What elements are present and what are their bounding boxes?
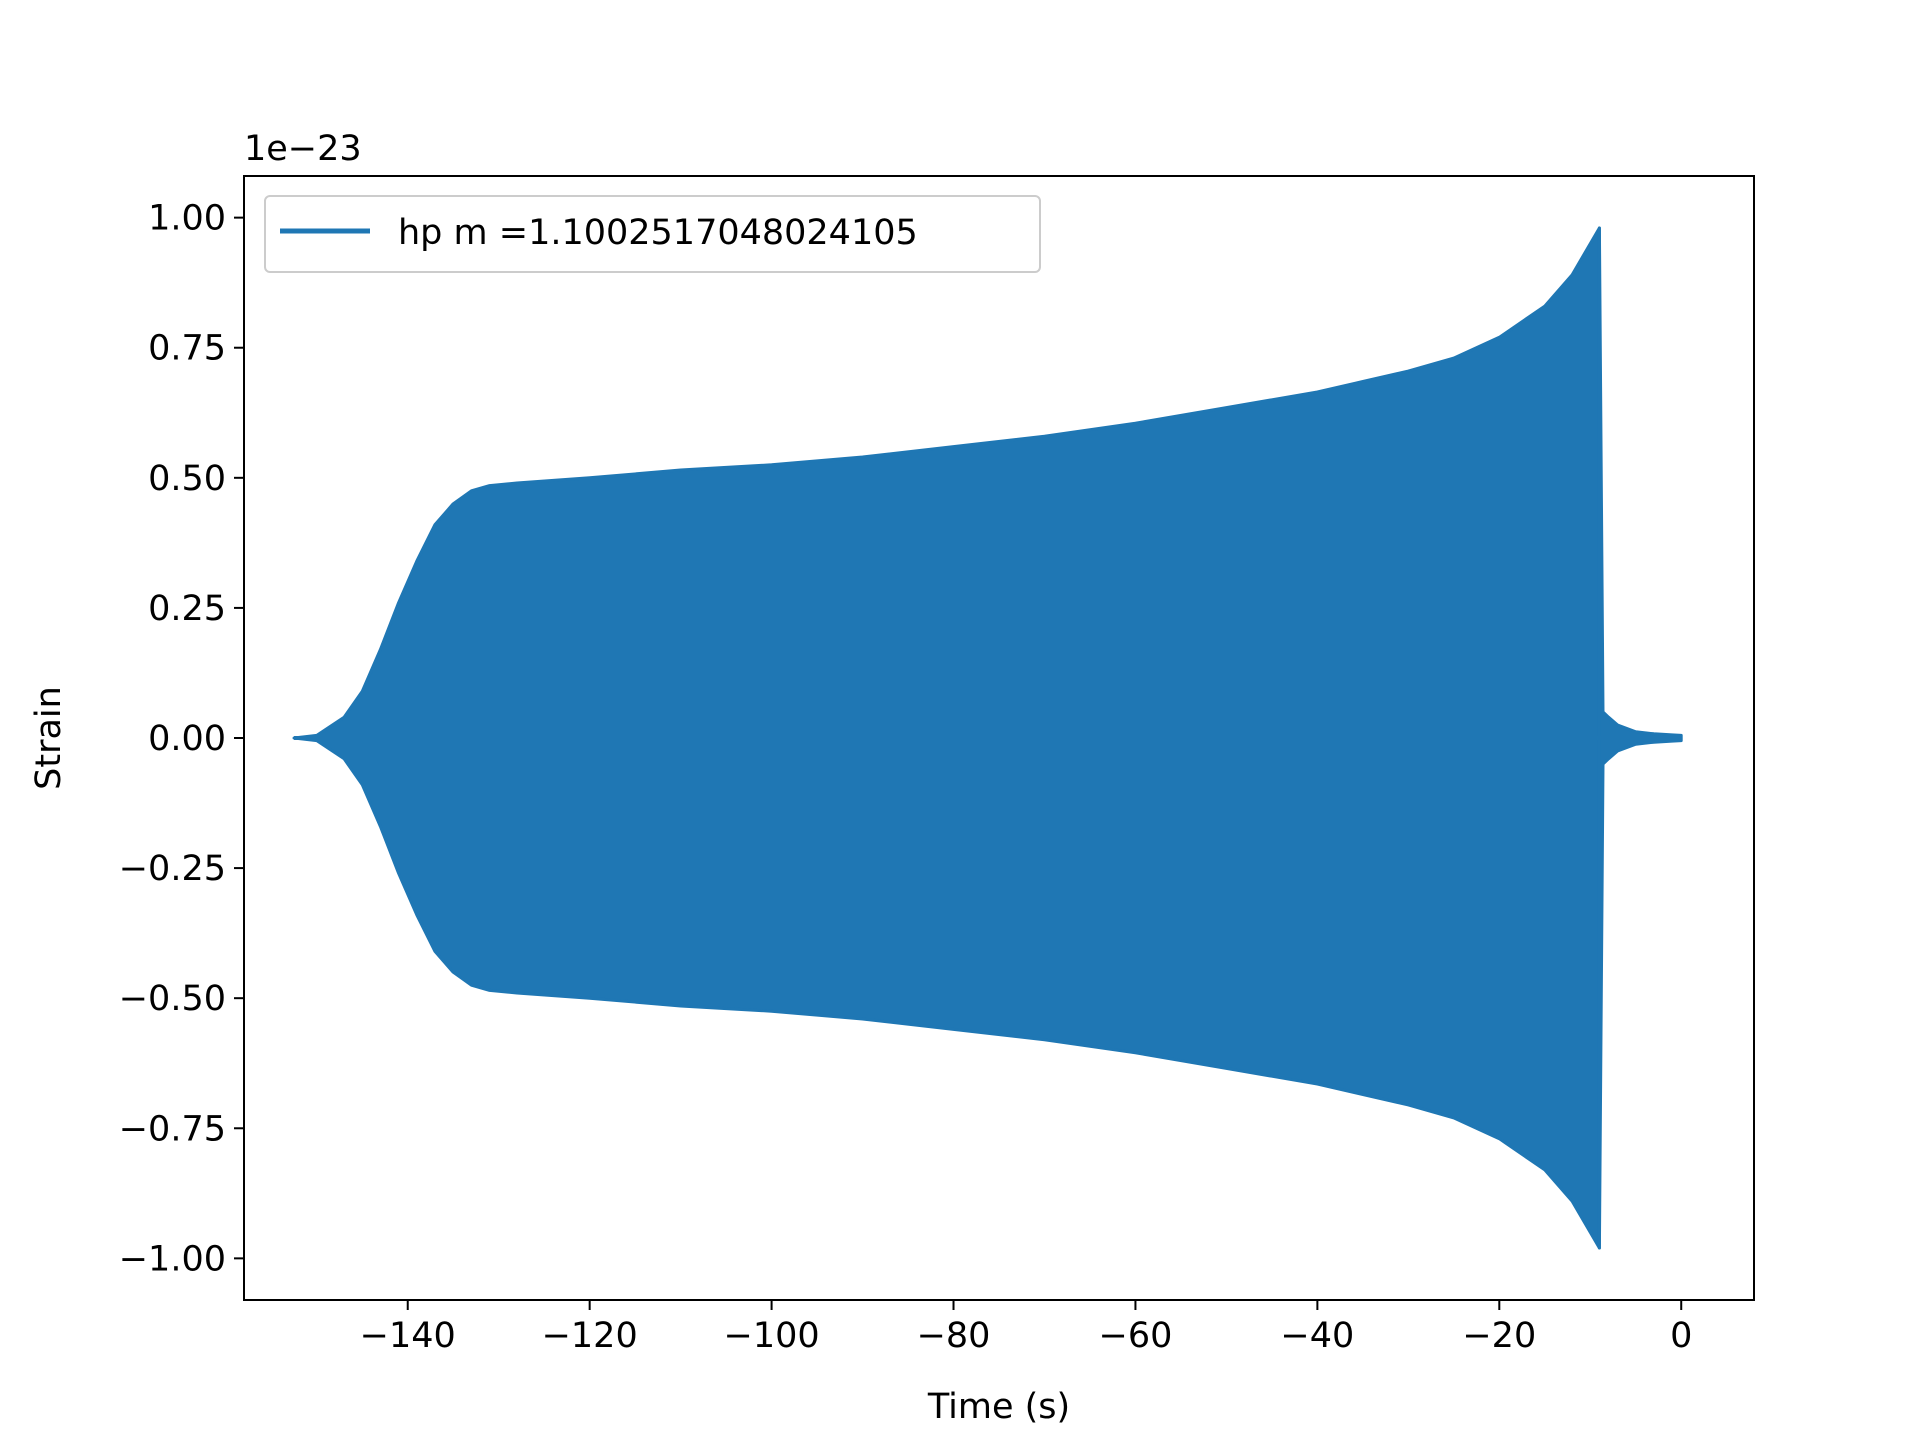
legend-label: hp m =1.1002517048024105	[398, 213, 918, 253]
y-tick-label: −0.50	[119, 979, 226, 1019]
legend: hp m =1.1002517048024105	[264, 195, 1041, 273]
y-tick-label: 0.75	[148, 329, 226, 369]
x-tick-label: −40	[1280, 1316, 1354, 1356]
x-axis-label: Time (s)	[927, 1387, 1070, 1427]
y-tick-label: 1.00	[148, 199, 226, 239]
y-axis: 1.00 0.75 0.50 0.25 0.00 −0.25 −0.50 −0.75 −1.00	[119, 199, 244, 1279]
x-tick-label: −80	[917, 1316, 991, 1356]
legend-box	[264, 195, 1041, 273]
plot-layer	[292, 226, 1683, 1250]
x-tick-label: 0	[1670, 1316, 1692, 1356]
x-tick-label: −140	[360, 1316, 456, 1356]
y-tick-label: −0.25	[119, 849, 226, 889]
x-tick-label: −120	[542, 1316, 638, 1356]
x-tick-label: −60	[1099, 1316, 1173, 1356]
x-tick-label: −20	[1462, 1316, 1536, 1356]
y-axis-label: Strain	[29, 686, 69, 790]
y-tick-label: −0.75	[119, 1109, 226, 1149]
y-tick-label: 0.50	[148, 459, 226, 499]
y-offset-text: 1e−23	[244, 129, 362, 169]
x-tick-label: −100	[724, 1316, 820, 1356]
x-axis: −140 −120 −100 −80 −60 −40 −20 0	[360, 1300, 1692, 1356]
y-tick-label: 0.00	[148, 719, 226, 759]
y-tick-label: 0.25	[148, 589, 226, 629]
y-tick-label: −1.00	[119, 1239, 226, 1279]
